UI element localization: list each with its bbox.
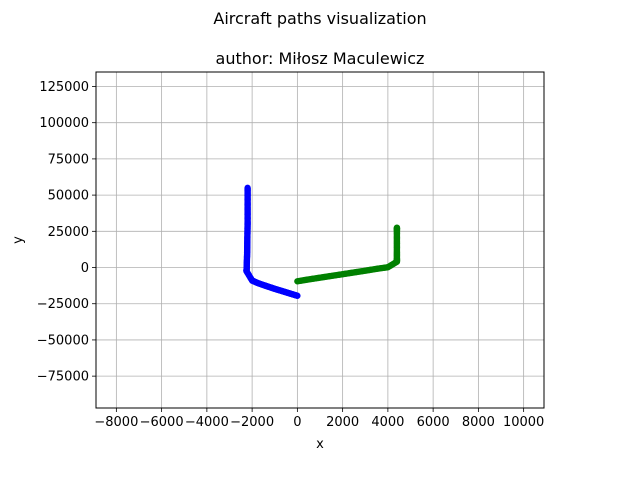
y-tick-label: 75000 xyxy=(48,152,89,167)
y-tick-label: 125000 xyxy=(39,80,89,95)
chart-subtitle: author: Miłosz Maculewicz xyxy=(216,49,425,68)
y-tick-label: 50000 xyxy=(48,189,89,204)
y-tick-label: −50000 xyxy=(37,333,89,348)
y-tick-label: 0 xyxy=(81,261,89,276)
y-tick-label: 100000 xyxy=(39,116,89,131)
y-tick-label: −25000 xyxy=(37,297,89,312)
grid xyxy=(96,72,544,408)
data-series-group xyxy=(243,184,401,299)
x-tick-label: 8000 xyxy=(462,415,495,430)
series-0 xyxy=(243,184,301,299)
x-tick-label: −6000 xyxy=(140,415,184,430)
axis-ticks: −8000 −6000 −4000 −2000 0 2000 4000 6000 8000 100… xyxy=(37,80,545,430)
x-tick-label: 2000 xyxy=(326,415,359,430)
plot-frame xyxy=(95,71,545,409)
x-tick-label: 0 xyxy=(293,415,301,430)
x-tick-label: −4000 xyxy=(185,415,229,430)
y-axis-label: y xyxy=(11,236,26,244)
x-tick-label: −8000 xyxy=(94,415,138,430)
y-tick-label: −75000 xyxy=(37,370,89,385)
y-tick-label: 25000 xyxy=(48,225,89,240)
x-axis-label: x xyxy=(316,437,324,452)
x-tick-label: 6000 xyxy=(417,415,450,430)
data-point xyxy=(244,184,251,192)
x-tick-label: 4000 xyxy=(371,415,404,430)
series-1 xyxy=(294,224,401,285)
x-tick-label: −2000 xyxy=(230,415,274,430)
chart-title: Aircraft paths visualization xyxy=(213,9,426,28)
x-tick-label: 10000 xyxy=(503,415,544,430)
data-point xyxy=(393,224,401,231)
